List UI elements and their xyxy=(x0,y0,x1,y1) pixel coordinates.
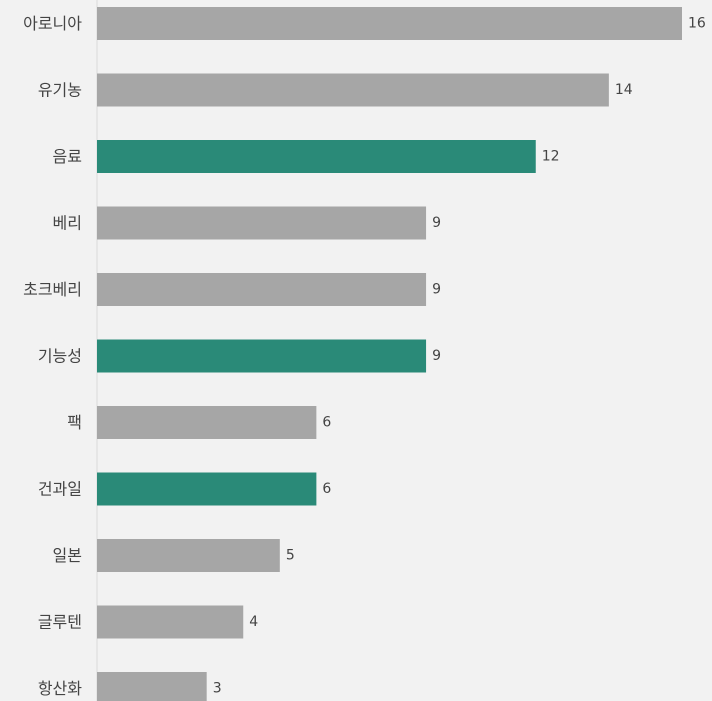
bar-9 xyxy=(97,539,280,572)
category-label-4: 베리 xyxy=(53,214,82,233)
category-label-2: 유기농 xyxy=(38,81,82,100)
bar-2 xyxy=(97,73,609,107)
bar-10 xyxy=(97,605,244,639)
category-label-6: 기능성 xyxy=(38,347,82,366)
value-label-4: 9 xyxy=(432,215,441,231)
category-label-11: 항산화 xyxy=(38,679,82,698)
value-label-8: 6 xyxy=(322,481,331,497)
value-label-5: 9 xyxy=(432,282,441,298)
category-label-7: 팩 xyxy=(67,413,82,432)
category-label-9: 일본 xyxy=(53,546,82,565)
value-labels-layer: 16 14 12 9 9 9 6 6 5 4 3 xyxy=(213,16,706,697)
bar-8 xyxy=(97,472,317,506)
value-label-1: 16 xyxy=(688,16,706,32)
value-label-10: 4 xyxy=(249,614,258,630)
value-label-2: 14 xyxy=(615,82,633,98)
bar-5 xyxy=(97,273,427,306)
category-label-3: 음료 xyxy=(53,147,82,166)
value-label-6: 9 xyxy=(432,348,441,364)
category-label-8: 건과일 xyxy=(38,480,82,499)
bar-7 xyxy=(97,406,317,439)
category-label-5: 초크베리 xyxy=(23,280,82,299)
bars-layer xyxy=(97,7,682,701)
category-label-1: 아로니아 xyxy=(23,14,82,33)
bar-3 xyxy=(97,140,536,173)
bar-6 xyxy=(97,339,427,373)
bar-11 xyxy=(97,672,207,701)
category-label-10: 글루텐 xyxy=(38,613,82,632)
value-label-3: 12 xyxy=(542,149,560,165)
bar-1 xyxy=(97,7,682,40)
value-label-11: 3 xyxy=(213,681,222,697)
bar-4 xyxy=(97,206,427,240)
value-label-7: 6 xyxy=(322,415,331,431)
value-label-9: 5 xyxy=(286,548,295,564)
